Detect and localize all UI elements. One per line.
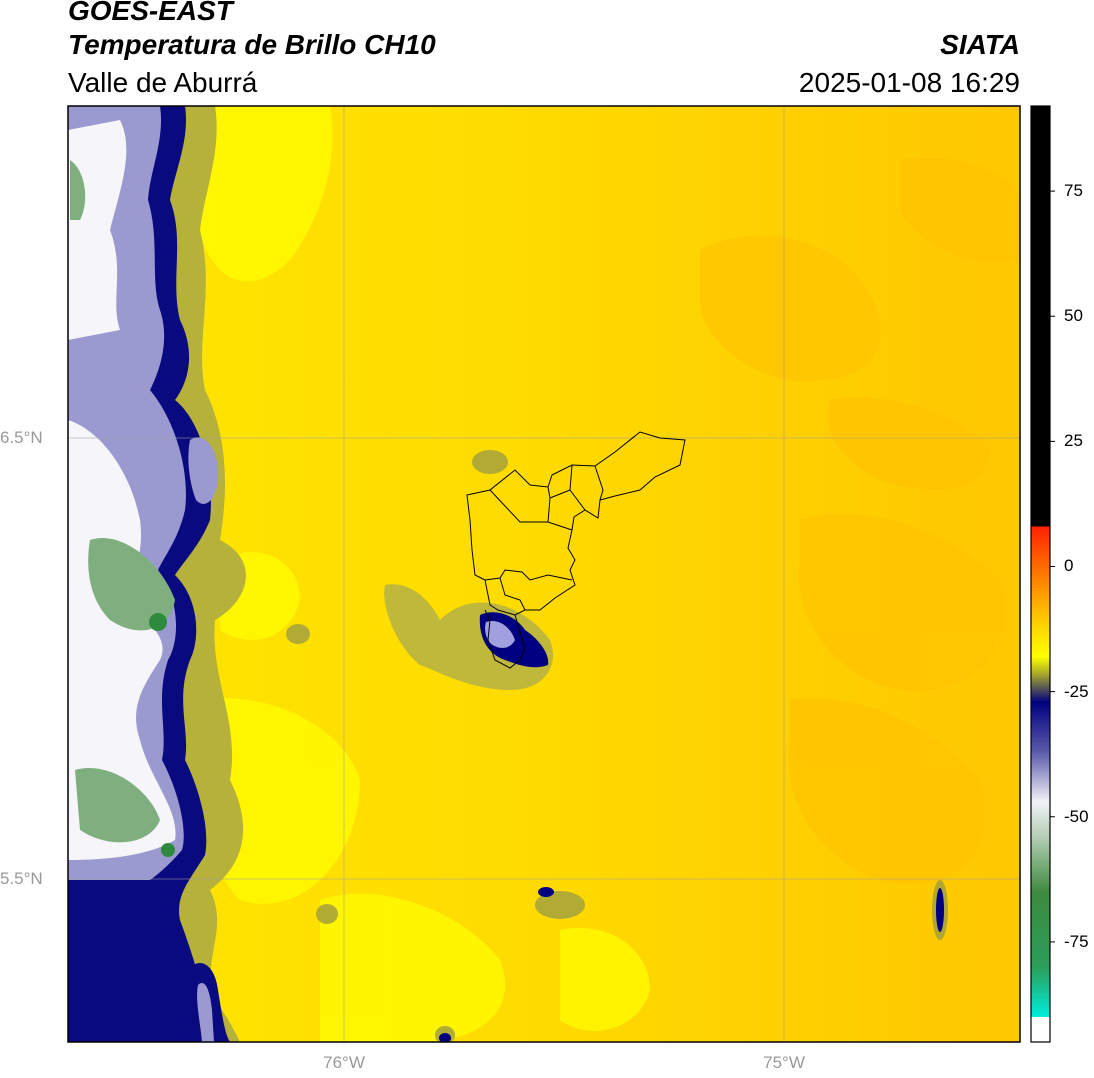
region-subtitle: Valle de Aburrá — [68, 67, 258, 98]
colorbar-segment — [1031, 591, 1050, 628]
map-field — [68, 106, 1020, 1042]
colorbar-segment — [1031, 676, 1050, 703]
lon-label-75w: 75°W — [763, 1053, 805, 1072]
colorbar-tick-label: 0 — [1064, 556, 1074, 576]
colorbar-segment — [1031, 526, 1050, 593]
organization-label: SIATA — [940, 29, 1020, 60]
cloud-streak-north — [188, 437, 219, 504]
colorbar-tick-label: 75 — [1064, 181, 1083, 201]
map-frame — [67, 105, 1021, 1043]
lat-label-5-5: 5.5°N — [0, 869, 43, 888]
map-gridlines — [68, 106, 1020, 1042]
colorbar — [1031, 106, 1050, 1043]
colorbar-segment — [1031, 626, 1050, 658]
colorbar-segment — [1031, 701, 1050, 753]
colorbar-tick-label: 25 — [1064, 431, 1083, 451]
colorbar-segment — [1031, 106, 1050, 527]
colorbar-segment — [1031, 966, 1050, 1018]
colorbar-frame — [1030, 105, 1051, 1043]
colorbar-segment — [1031, 891, 1050, 968]
colorbar-segment — [1031, 841, 1050, 893]
cloud-coldest-cores — [149, 613, 175, 857]
colorbar-segment — [1031, 656, 1050, 678]
colorbar-tick-label: -50 — [1064, 806, 1089, 826]
colorbar-tick-label: -25 — [1064, 681, 1089, 701]
central-cloud-lavender — [485, 620, 515, 648]
navy-specks — [439, 887, 944, 1042]
colorbar-segment — [1031, 801, 1050, 843]
colorbar-segment — [1031, 1016, 1050, 1043]
cloud-cold-tops-green — [70, 160, 175, 843]
satellite-title: GOES-EAST — [68, 0, 233, 26]
colorbar-segment — [1031, 751, 1050, 803]
lon-label-76w: 76°W — [323, 1053, 365, 1072]
lat-label-6-5: 6.5°N — [0, 428, 43, 447]
bright-yellow-patches — [196, 106, 650, 1042]
datetime-label: 2025-01-08 16:29 — [798, 67, 1020, 98]
colorbar-tick-label: -75 — [1064, 931, 1089, 951]
central-cloud-olive — [384, 584, 554, 690]
product-title: Temperatura de Brillo CH10 — [68, 29, 436, 60]
colorbar-tick-marks — [1050, 190, 1055, 943]
warm-patches — [700, 157, 1020, 885]
valle-de-aburra-boundaries — [466, 431, 686, 669]
cloud-band-white-core — [68, 120, 176, 860]
cloud-streak-south-core — [197, 982, 214, 1042]
colorbar-tick-label: 50 — [1064, 306, 1083, 326]
